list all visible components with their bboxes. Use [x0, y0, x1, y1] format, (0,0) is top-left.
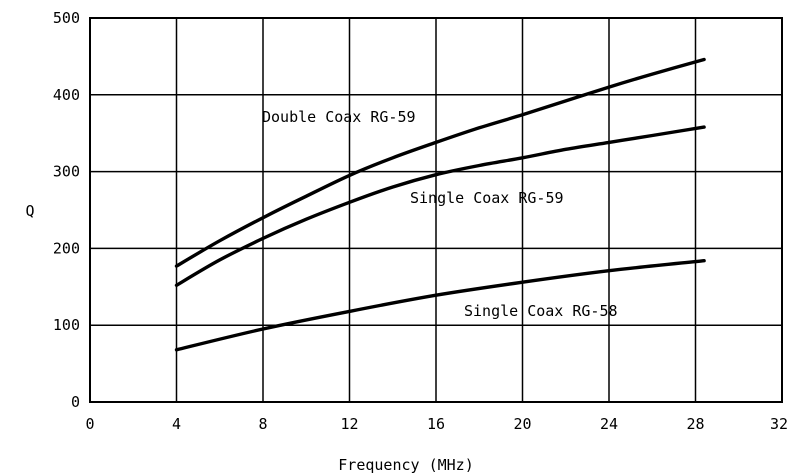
x-tick-label-28: 28 [686, 415, 704, 433]
series-annotation-double-coax-rg59: Double Coax RG-59 [262, 108, 416, 126]
series-lines [174, 57, 706, 352]
series-line-single-coax-rg59 [174, 125, 706, 287]
x-tick-label-0: 0 [85, 415, 94, 433]
y-tick-label-200: 200 [53, 239, 80, 257]
x-axis-tick-labels: 0 4 8 12 16 20 24 28 32 [85, 415, 788, 433]
y-axis-tick-labels: 0 100 200 300 400 500 [53, 9, 80, 411]
y-axis-label: Q [25, 202, 34, 220]
x-tick-label-12: 12 [340, 415, 358, 433]
y-tick-label-0: 0 [71, 393, 80, 411]
y-tick-label-100: 100 [53, 316, 80, 334]
x-tick-label-8: 8 [258, 415, 267, 433]
x-tick-label-32: 32 [770, 415, 788, 433]
y-tick-label-400: 400 [53, 86, 80, 104]
x-tick-label-4: 4 [172, 415, 181, 433]
grid [90, 18, 782, 402]
series-annotation-single-coax-rg58: Single Coax RG-58 [464, 302, 618, 320]
series-annotations: Double Coax RG-59 Single Coax RG-59 Single… [262, 108, 618, 320]
series-annotation-single-coax-rg59: Single Coax RG-59 [410, 189, 564, 207]
y-tick-label-500: 500 [53, 9, 80, 27]
x-axis-label: Frequency (MHz) [338, 456, 473, 474]
y-tick-label-300: 300 [53, 163, 80, 181]
x-tick-label-16: 16 [427, 415, 445, 433]
series-line-double-coax-rg59 [174, 57, 706, 268]
plot-area-frame [89, 17, 783, 403]
x-tick-label-20: 20 [513, 415, 531, 433]
x-tick-label-24: 24 [600, 415, 618, 433]
series-line-single-coax-rg58 [174, 259, 706, 352]
